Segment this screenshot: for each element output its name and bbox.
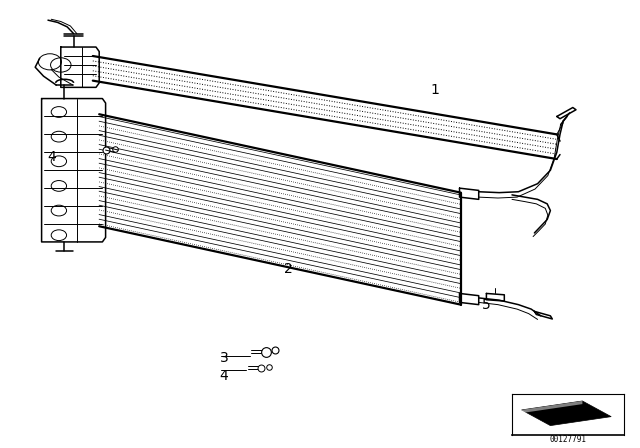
- Text: 00127791: 00127791: [550, 435, 586, 444]
- Text: 4: 4: [220, 369, 228, 383]
- Text: 2: 2: [284, 262, 292, 276]
- Polygon shape: [522, 401, 611, 426]
- Text: 4: 4: [47, 150, 56, 164]
- Text: 1: 1: [431, 82, 440, 97]
- Polygon shape: [522, 401, 582, 413]
- Text: 3: 3: [220, 351, 228, 366]
- Text: 5: 5: [482, 297, 491, 312]
